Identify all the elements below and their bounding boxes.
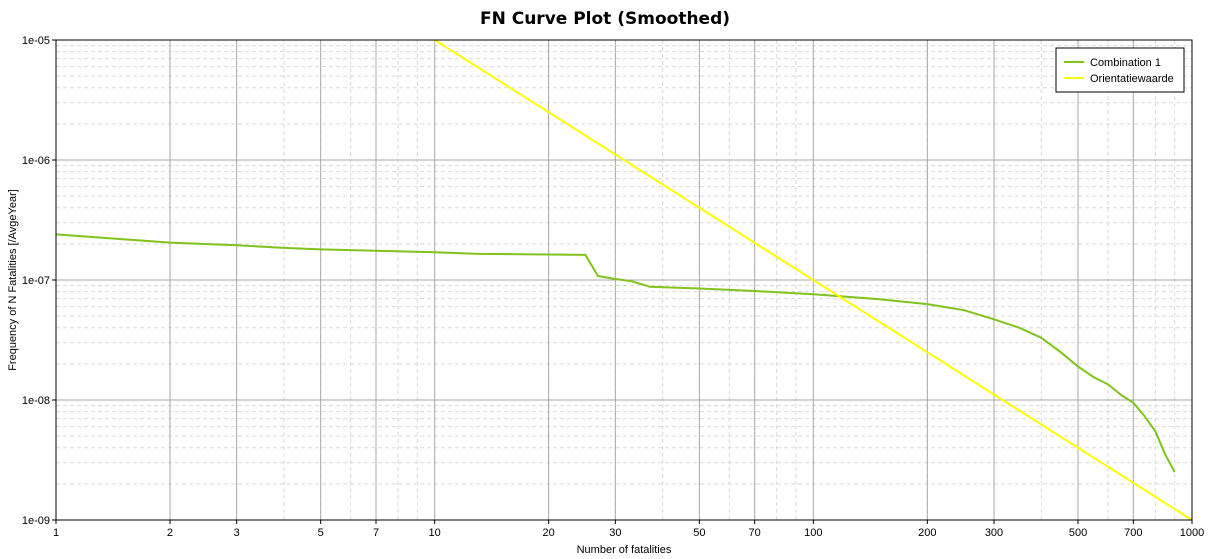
- x-tick-label: 200: [918, 527, 936, 539]
- x-tick-label: 1: [53, 527, 59, 539]
- legend-label: Combination 1: [1090, 57, 1161, 69]
- x-tick-label: 3: [234, 527, 240, 539]
- y-tick-label: 1e-08: [22, 395, 50, 407]
- y-tick-label: 1e-06: [22, 155, 50, 167]
- x-tick-label: 700: [1124, 527, 1142, 539]
- legend-label: Orientatiewaarde: [1090, 73, 1174, 85]
- legend-box: [1055, 47, 1185, 93]
- series-layer: [55, 39, 1193, 521]
- x-tick-label: 7: [373, 527, 379, 539]
- y-tick-label: 1e-07: [22, 275, 50, 287]
- y-axis-title: Frequency of N Fatalities [/AvgeYear]: [7, 189, 19, 371]
- x-tick-label: 50: [693, 527, 705, 539]
- x-tick-label: 20: [543, 527, 555, 539]
- legend: Combination 1 Orientatiewaarde: [1055, 47, 1185, 93]
- x-tick-label: 300: [985, 527, 1003, 539]
- x-tick-label: 30: [609, 527, 621, 539]
- x-tick-label: 500: [1069, 527, 1087, 539]
- x-tick-label: 10: [429, 527, 441, 539]
- x-tick-label: 1000: [1180, 527, 1204, 539]
- series-line-orientatiewaarde: [434, 39, 1193, 521]
- x-tick-label: 5: [318, 527, 324, 539]
- x-axis-title: Number of fatalities: [577, 544, 672, 556]
- chart-title: FN Curve Plot (Smoothed): [479, 9, 731, 29]
- axes: 1 2 3 5 7 10 20 30 50 70 100 200 300 500 700 1000 1e-05 1…: [7, 35, 1204, 556]
- x-tick-label: 2: [167, 527, 173, 539]
- x-tick-label: 100: [804, 527, 822, 539]
- y-tick-label: 1e-05: [22, 35, 50, 47]
- y-tick-label: 1e-09: [22, 515, 50, 527]
- x-tick-label: 70: [749, 527, 761, 539]
- series-line-combination-1: [55, 233, 1176, 473]
